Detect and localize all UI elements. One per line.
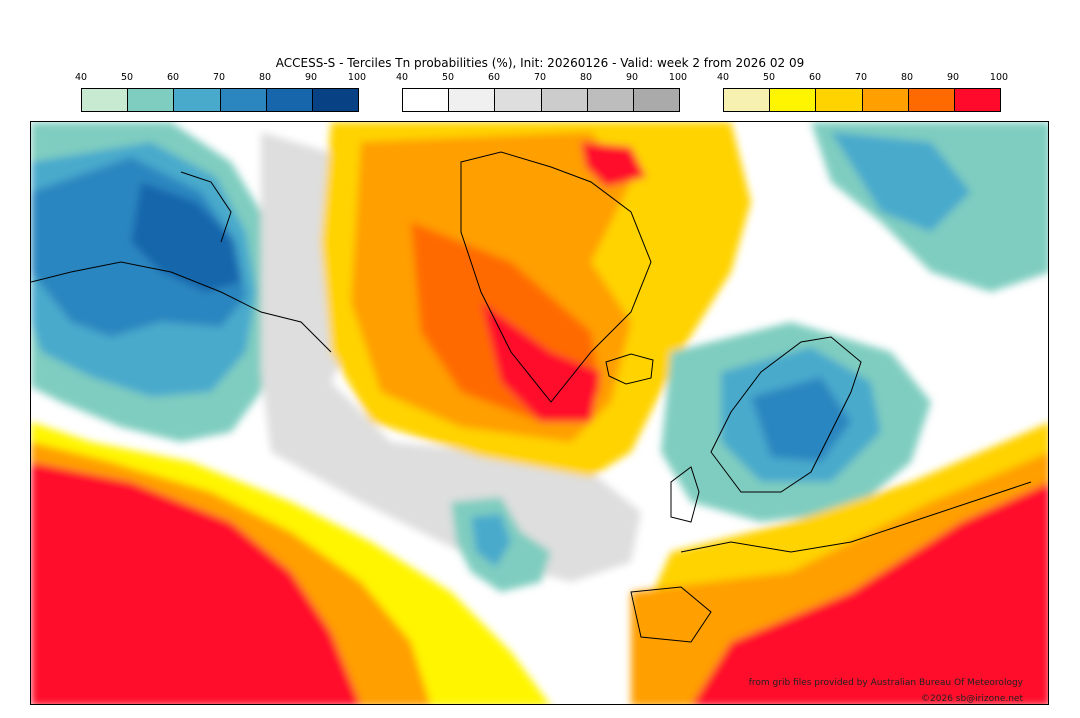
legend-swatch (770, 89, 817, 111)
legend-below-colorbar (81, 88, 359, 112)
legend-swatch (633, 89, 680, 111)
field-cold-scandinavia-deep (751, 377, 851, 462)
tick-label: 80 (579, 72, 593, 83)
chart-title: ACCESS-S - Terciles Tn probabilities (%)… (275, 56, 805, 70)
legend-swatch (954, 89, 1001, 111)
legend-above-ticks: 40 50 60 70 80 90 100 (717, 72, 1008, 84)
coastline-iceland (605, 353, 654, 385)
coastline-britain (670, 466, 700, 523)
field-hot-subtropics (31, 462, 361, 704)
legend-swatch (816, 89, 863, 111)
legend-near-colorbar (402, 88, 680, 112)
tick-label: 40 (74, 72, 88, 83)
legend-swatch (495, 89, 542, 111)
tick-label: 100 (668, 72, 688, 83)
legend-swatch (541, 89, 588, 111)
coastline-iberia (630, 586, 712, 643)
tick-label: 70 (854, 72, 868, 83)
credit-source: from grib files provided by Australian B… (749, 678, 1024, 688)
tick-label: 100 (989, 72, 1009, 83)
tick-label: 90 (946, 72, 960, 83)
tick-label: 60 (487, 72, 501, 83)
tick-label: 90 (625, 72, 639, 83)
coastline-north-america (31, 261, 332, 353)
legend-swatch (908, 89, 955, 111)
field-cold-north-america-max (131, 182, 241, 292)
field-hot-arctic-islands (581, 142, 646, 187)
legend-swatch (82, 89, 129, 111)
tick-label: 50 (120, 72, 134, 83)
legend-above-colorbar (723, 88, 1001, 112)
legend-swatch (403, 89, 450, 111)
coastlines (31, 151, 1032, 643)
map-canvas: from grib files provided by Australian B… (31, 122, 1048, 704)
coastline-hudson (180, 171, 232, 243)
probability-fields (31, 122, 1048, 704)
field-cold-barents-core (831, 132, 971, 232)
tick-label: 90 (304, 72, 318, 83)
legend-swatch (174, 89, 221, 111)
tick-label: 80 (900, 72, 914, 83)
tick-label: 50 (441, 72, 455, 83)
tick-label: 40 (716, 72, 730, 83)
legend-swatch (862, 89, 909, 111)
legend-swatch (724, 89, 771, 111)
coastline-europe (680, 481, 1032, 553)
legend-swatch (587, 89, 634, 111)
tick-label: 70 (212, 72, 226, 83)
legend-near-ticks: 40 50 60 70 80 90 100 (396, 72, 687, 84)
tick-label: 80 (258, 72, 272, 83)
legend-swatch (220, 89, 267, 111)
legend-swatch (266, 89, 313, 111)
probability-map: from grib files provided by Australian B… (30, 121, 1049, 705)
coastline-greenland (460, 151, 652, 403)
legend-swatch (312, 89, 359, 111)
tick-label: 60 (166, 72, 180, 83)
field-hot-greenland-sea (481, 302, 601, 422)
tick-label: 60 (808, 72, 822, 83)
coastline-scandinavia (710, 336, 862, 493)
field-hot-mediterranean (692, 482, 1048, 704)
field-cold-mid-atlantic-core (471, 514, 511, 567)
legend-below-ticks: 40 50 60 70 80 90 100 (75, 72, 366, 84)
tick-label: 70 (533, 72, 547, 83)
tick-label: 50 (762, 72, 776, 83)
legend-swatch (449, 89, 496, 111)
credit-copyright: ©2026 sb@irizone.net (921, 694, 1023, 704)
tick-label: 40 (395, 72, 409, 83)
legend-swatch (128, 89, 175, 111)
tick-label: 100 (347, 72, 367, 83)
